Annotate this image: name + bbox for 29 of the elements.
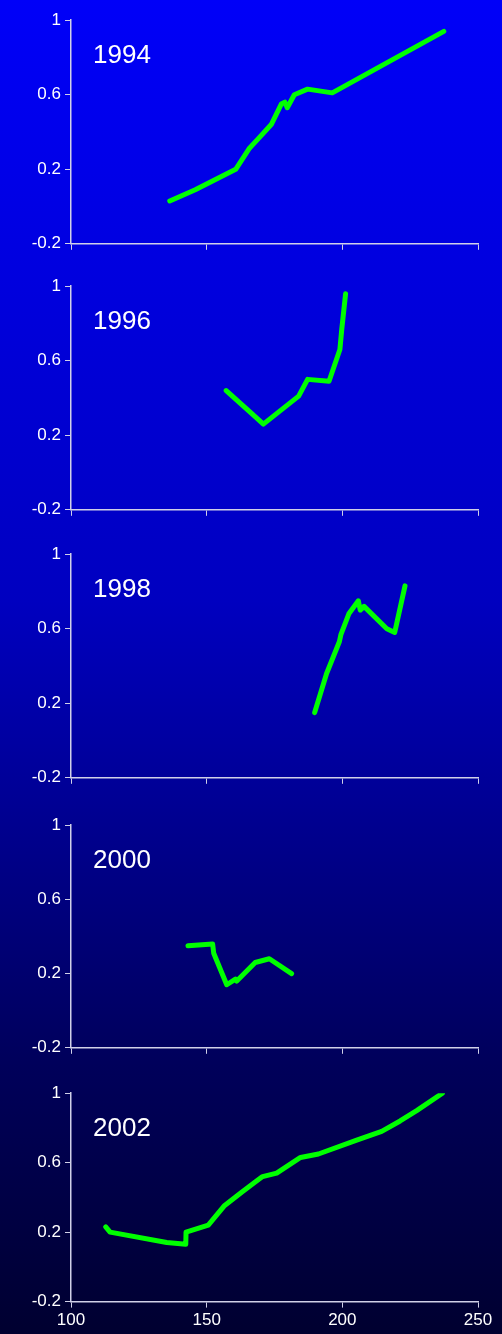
y-tick-label: 0.2	[37, 1221, 61, 1241]
y-tick-label: 0.6	[37, 618, 61, 638]
text: 2000	[93, 844, 151, 875]
y-tick-label: -0.2	[31, 499, 61, 519]
y-tick-label: 1	[51, 543, 61, 563]
x-tick-label: 250	[463, 1310, 493, 1330]
x-tick-label: 150	[192, 1310, 221, 1330]
y-tick-label: -0.2	[31, 1291, 61, 1311]
text: 1996	[93, 305, 151, 336]
y-tick-label: 0.6	[37, 889, 61, 909]
text: 2002	[93, 1112, 151, 1143]
y-tick-label: -0.2	[31, 233, 61, 253]
text: 1994	[93, 39, 151, 70]
y-tick-label: 1	[51, 1082, 61, 1102]
text: 1998	[93, 573, 151, 604]
y-tick-label: 1	[51, 814, 61, 834]
y-tick-label: 1	[51, 9, 61, 29]
y-tick-label: 1	[51, 275, 61, 295]
y-tick-label: 0.2	[37, 158, 61, 178]
y-tick-label: 0.2	[37, 692, 61, 712]
x-tick-label: 200	[328, 1310, 357, 1330]
y-tick-label: 0.2	[37, 424, 61, 444]
x-tick-label: 100	[56, 1310, 86, 1330]
y-tick-label: 0.6	[37, 84, 61, 104]
y-tick-label: 0.6	[37, 1152, 61, 1172]
y-tick-label: -0.2	[31, 1037, 61, 1057]
y-tick-label: 0.6	[37, 350, 61, 370]
y-tick-label: 0.2	[37, 963, 61, 983]
y-tick-label: -0.2	[31, 767, 61, 787]
